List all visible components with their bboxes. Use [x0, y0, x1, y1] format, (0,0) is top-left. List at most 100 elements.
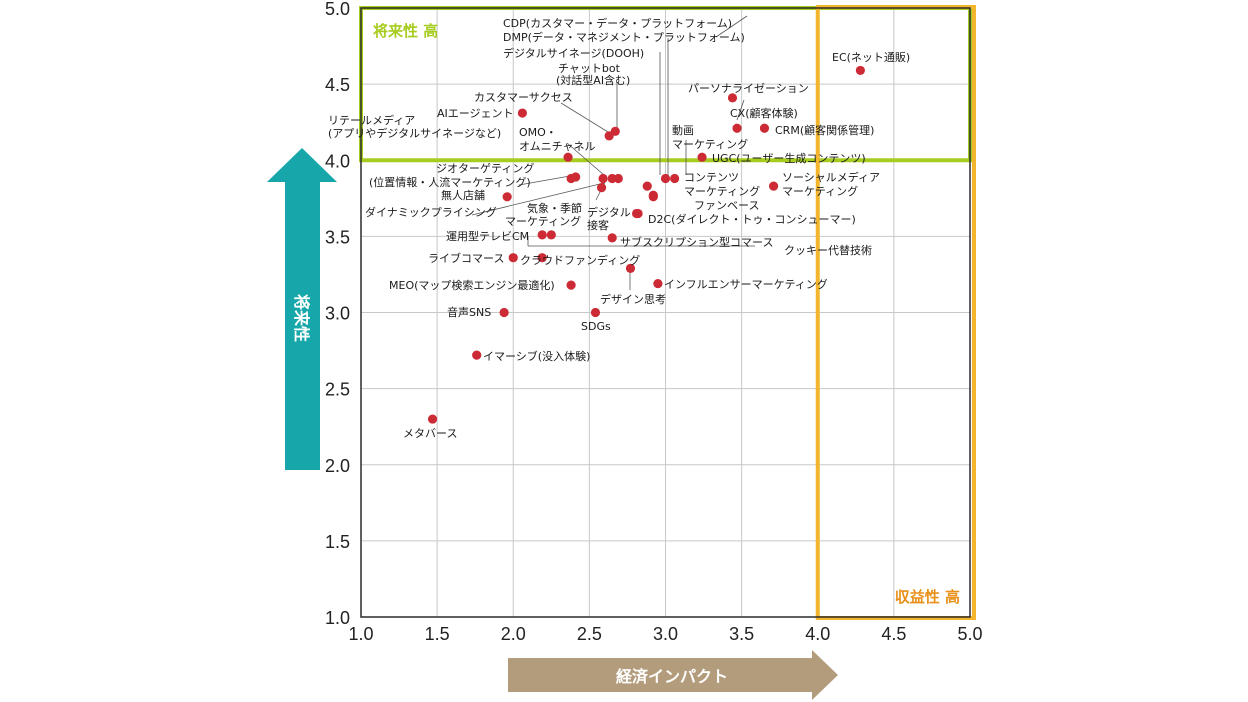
point-label: EC(ネット通販) — [832, 51, 910, 64]
y-tick-label: 3.5 — [325, 227, 350, 247]
point-label: SDGs — [581, 320, 611, 333]
data-point — [596, 183, 607, 193]
data-point — [660, 173, 671, 184]
data-point — [537, 230, 547, 240]
data-point — [642, 181, 652, 191]
point-label: インフルエンサーマーケティング — [664, 277, 828, 291]
point-label: CRM(顧客関係管理) — [775, 123, 874, 137]
y-tick-label: 4.5 — [325, 75, 350, 95]
data-point — [759, 123, 770, 133]
y-tick-label: 5.0 — [325, 0, 350, 19]
data-point — [697, 152, 707, 162]
point-label: デジタルサイネージ(DOOH) — [503, 46, 644, 60]
plot-frame — [360, 7, 971, 618]
point-label: 接客 — [587, 218, 609, 232]
data-point — [625, 263, 636, 273]
leader-line — [566, 142, 605, 176]
data-point — [508, 253, 518, 263]
point-label: 気象・季節 — [527, 201, 582, 215]
point-label: AIエージェント — [437, 107, 514, 120]
point-label: クッキー代替技術 — [784, 243, 872, 257]
point-label: 動画 — [672, 123, 694, 137]
y-axis-arrow-shape — [267, 148, 337, 470]
x-tick-label: 1.0 — [348, 624, 373, 644]
data-point — [727, 93, 738, 103]
x-axis-arrow-shape — [508, 650, 838, 700]
point-label: リテールメディア — [328, 113, 415, 127]
x-tick-label: 3.5 — [729, 624, 754, 644]
x-tick-label: 1.5 — [425, 624, 450, 644]
point-label: デザイン思考 — [600, 292, 666, 306]
point-label: マーケティング — [505, 214, 581, 228]
data-point — [648, 190, 658, 200]
point-label: マーケティング — [782, 184, 858, 198]
point-label: 無人店舗 — [441, 188, 485, 202]
y-tick-label: 4.0 — [325, 151, 350, 171]
data-point — [607, 233, 617, 243]
point-label: コンテンツ — [684, 171, 739, 184]
data-point — [732, 123, 742, 133]
point-label: (アプリやデジタルサイネージなど) — [328, 126, 501, 140]
zone-profit-label: 収益性 高 — [895, 588, 960, 606]
y-tick-label: 1.5 — [325, 532, 350, 552]
point-label: UGC(ユーザー生成コンテンツ) — [712, 151, 866, 165]
y-axis-title: 将来性 — [292, 294, 311, 342]
point-label: ファンベース — [694, 199, 759, 212]
point-label: ジオターゲティング — [436, 161, 534, 175]
point-label: デジタル — [587, 205, 631, 219]
point-label: クラウドファンディング — [520, 253, 640, 267]
point-label: 運用型テレビCM — [446, 229, 529, 243]
x-tick-label: 4.0 — [805, 624, 830, 644]
point-label: (対話型AI含む) — [556, 73, 630, 87]
data-point — [653, 278, 663, 289]
point-label: メタバース — [403, 427, 457, 440]
x-axis-title: 経済インパクト — [616, 667, 728, 686]
data-points — [427, 65, 865, 424]
y-tick-label: 1.0 — [325, 608, 350, 628]
x-tick-label: 2.5 — [577, 624, 602, 644]
data-point — [768, 181, 779, 191]
data-point — [537, 253, 547, 263]
leader-line — [715, 15, 748, 38]
data-point — [499, 307, 509, 318]
y-axis-arrow: 将来性 — [267, 148, 337, 470]
leader-lines — [471, 15, 755, 290]
data-point — [670, 173, 680, 184]
point-label: マーケティング — [672, 137, 748, 151]
data-point — [566, 280, 576, 290]
data-point — [855, 65, 865, 76]
zone-future-label: 将来性 高 — [373, 22, 438, 40]
leader-line — [518, 175, 571, 186]
point-label: サブスクリプション型コマース — [620, 235, 773, 249]
data-point — [633, 208, 643, 219]
data-point — [607, 173, 617, 184]
data-point — [598, 173, 608, 184]
point-label: D2C(ダイレクト・トゥ・コンシューマー) — [648, 212, 856, 226]
x-axis-arrow: 経済インパクト — [508, 650, 838, 700]
data-point — [590, 307, 601, 318]
point-label: マーケティング — [684, 184, 760, 198]
leader-line — [736, 99, 745, 121]
point-label: 音声SNS — [447, 305, 491, 319]
point-label: CX(顧客体験) — [730, 106, 798, 120]
point-label: CDP(カスタマー・データ・プラットフォーム) — [503, 16, 732, 30]
y-tick-label: 3.0 — [325, 304, 350, 324]
tick-labels: 1.0 1.5 2.0 2.5 3.0 3.5 4.0 4.5 5.0 1.0 1.5 2.0 2.5 3… — [325, 0, 983, 644]
data-point — [427, 414, 438, 424]
point-label: チャットbot — [558, 62, 621, 75]
y-tick-label: 2.5 — [325, 380, 350, 400]
data-point — [472, 350, 482, 360]
x-tick-label: 3.0 — [653, 624, 678, 644]
data-point — [502, 192, 512, 202]
zone-profit-high — [815, 5, 976, 620]
point-label: DMP(データ・マネジメント・プラットフォーム) — [503, 30, 745, 44]
leader-line — [471, 182, 605, 216]
x-tick-label: 4.5 — [881, 624, 906, 644]
data-point — [546, 230, 556, 240]
point-label: イマーシブ(没入体験) — [483, 349, 590, 363]
point-label: カスタマーサクセス — [474, 91, 573, 104]
point-label: ライブコマース — [428, 251, 504, 265]
point-label: OMO・ — [519, 126, 557, 139]
x-tick-label: 5.0 — [957, 624, 982, 644]
